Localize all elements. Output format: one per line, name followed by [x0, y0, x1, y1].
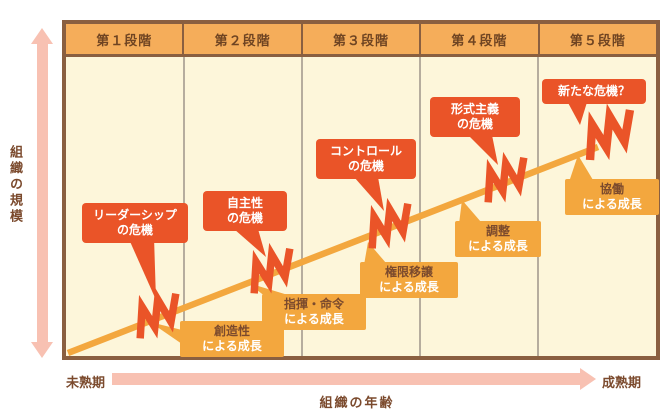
growth-text-line1: 協働: [599, 182, 624, 196]
growth-text-line1: 指揮・命令: [283, 297, 344, 311]
growth-text-line2: による成長: [202, 339, 262, 353]
crisis-label-leadership: リーダーシップ の危機: [82, 203, 188, 243]
crisis-zigzag-2: [245, 249, 298, 294]
chart-frame: 第１段階 第２段階 第３段階 第４段階 第５段階: [62, 20, 660, 360]
growth-label-coordination: 調整 による成長: [455, 221, 541, 257]
x-axis-arrow-shaft: [112, 373, 580, 385]
crisis-text-line1: 形式主義: [450, 102, 499, 116]
crisis-text-line1: コントロール: [329, 144, 402, 158]
crisis-tail-5: [566, 99, 588, 125]
x-axis-end-label: 成熟期: [602, 375, 642, 390]
stage-divider-2: [301, 57, 303, 356]
growth-label-direction: 指揮・命令 による成長: [262, 294, 366, 330]
growth-tail-4: [459, 200, 481, 224]
crisis-label-control: コントロール の危機: [316, 139, 416, 179]
crisis-label-autonomy: 自主性 の危機: [203, 191, 287, 231]
y-axis-arrow-shaft: [36, 44, 48, 342]
growth-text-line2: による成長: [379, 280, 439, 294]
crisis-text-line1: 新たな危機？: [557, 84, 630, 98]
stage-header-1: 第１段階: [96, 32, 153, 48]
growth-text-line1: 調整: [485, 224, 510, 238]
arrow-down-icon: [31, 342, 53, 358]
crisis-tail-4: [468, 135, 498, 165]
stage-header-3: 第３段階: [300, 24, 419, 54]
growth-text-line2: による成長: [284, 312, 344, 326]
stage-divider-4: [537, 57, 539, 356]
crisis-tail-1: [128, 237, 156, 300]
growth-tail-5: [569, 155, 593, 182]
stage-divider-3: [419, 57, 421, 356]
plot-area: リーダーシップ の危機 自主性 の危機 コントロール の危機 形式主義 の危機 …: [66, 57, 659, 357]
arrow-up-icon: [31, 28, 53, 44]
growth-curve-canvas: [66, 99, 656, 356]
growth-label-delegation: 権限移譲 による成長: [360, 262, 458, 298]
x-axis-arrow: [112, 368, 596, 390]
growth-text-line2: による成長: [582, 197, 642, 211]
stage-header-5: 第５段階: [537, 24, 656, 54]
y-axis-label: 組織の規模: [8, 145, 23, 225]
stage-header-row: 第１段階 第２段階 第３段階 第４段階 第５段階: [66, 24, 656, 57]
y-axis-arrow: [31, 28, 53, 358]
crisis-text-line2: の危機: [116, 223, 153, 237]
growth-text-line1: 創造性: [213, 324, 250, 338]
crisis-text-line2: の危機: [456, 117, 493, 131]
crisis-tail-3: [354, 177, 384, 211]
growth-text-line2: による成長: [468, 239, 528, 253]
stage-header-4: 第４段階: [419, 24, 537, 54]
crisis-text-line2: の危機: [226, 211, 263, 225]
crisis-zigzag-5: [580, 110, 640, 160]
x-axis-label: 組織の年齢: [319, 395, 395, 410]
crisis-zigzag-4: [479, 158, 532, 203]
crisis-text-line1: リーダーシップ: [93, 208, 177, 222]
arrow-right-icon: [580, 368, 596, 390]
crisis-zigzag-3: [363, 204, 416, 249]
growth-text-line1: 権限移譲: [384, 265, 433, 279]
stage-header-2: 第２段階: [182, 24, 300, 54]
crisis-tail-2: [234, 229, 266, 257]
crisis-label-red-tape: 形式主義 の危機: [430, 97, 520, 137]
crisis-text-line2: の危機: [347, 159, 384, 173]
x-axis-start-label: 未熟期: [66, 375, 106, 390]
crisis-label-new-crisis: 新たな危機？: [542, 79, 646, 104]
growth-label-collaboration: 協働 による成長: [565, 179, 659, 215]
crisis-text-line1: 自主性: [226, 196, 263, 210]
